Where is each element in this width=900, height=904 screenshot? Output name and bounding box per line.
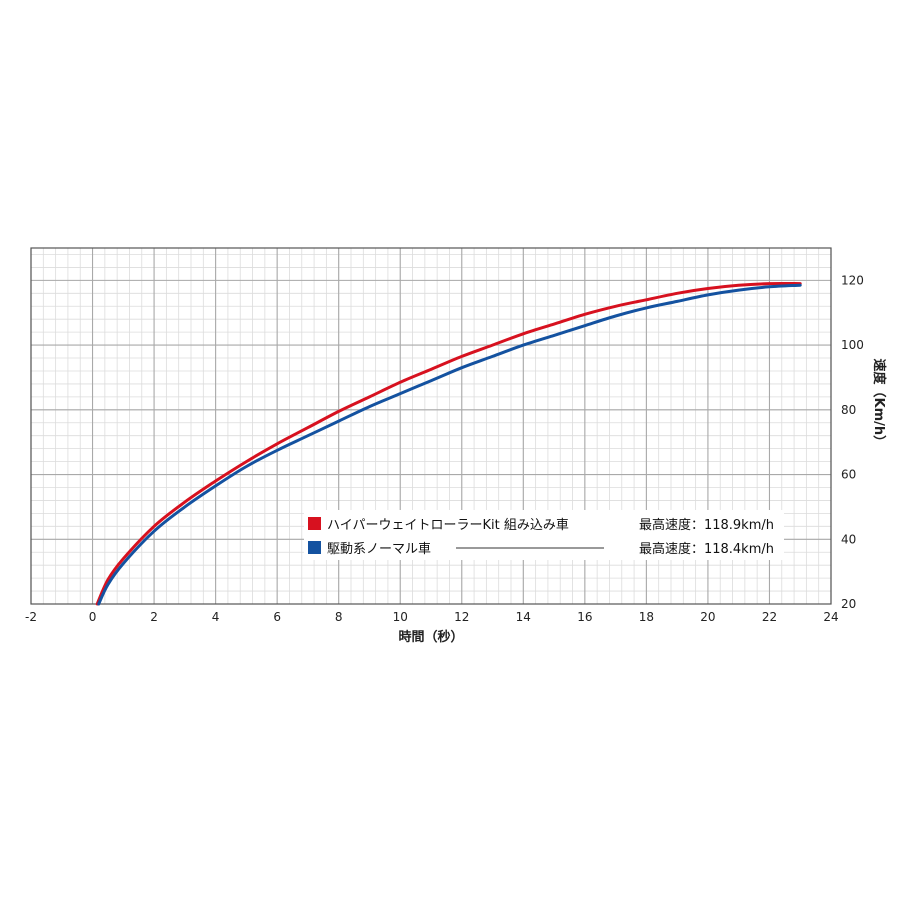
y-axis-title: 速度（Km/h） <box>871 359 887 449</box>
y-tick-label: 20 <box>841 597 856 611</box>
x-tick-label: 10 <box>393 610 408 624</box>
y-tick-labels: 20 40 60 80 100 120 <box>841 273 864 611</box>
legend: ハイパーウェイトローラーKit 組み込み車 最高速度：118.9km/h 駆動系… <box>304 510 784 560</box>
x-tick-label: 22 <box>762 610 777 624</box>
x-tick-label: 24 <box>823 610 838 624</box>
y-tick-label: 120 <box>841 273 864 287</box>
x-tick-label: 18 <box>639 610 654 624</box>
series-layer <box>95 281 802 606</box>
x-tick-label: -2 <box>25 610 37 624</box>
x-tick-label: 4 <box>212 610 220 624</box>
x-tick-labels: -2 0 2 4 6 8 10 12 14 16 18 20 22 24 <box>25 610 839 624</box>
legend-max-speed-blue: 最高速度：118.4km/h <box>639 541 774 557</box>
y-tick-label: 80 <box>841 403 856 417</box>
legend-swatch-red <box>308 517 321 530</box>
y-tick-label: 60 <box>841 468 856 482</box>
x-tick-label: 2 <box>150 610 158 624</box>
legend-label-blue: 駆動系ノーマル車 <box>327 542 431 557</box>
x-tick-label: 0 <box>89 610 97 624</box>
y-tick-label: 40 <box>841 532 856 546</box>
x-tick-label: 16 <box>577 610 592 624</box>
legend-swatch-blue <box>308 541 321 554</box>
legend-background <box>304 510 784 560</box>
legend-label-red: ハイパーウェイトローラーKit 組み込み車 <box>327 518 569 533</box>
x-tick-label: 20 <box>700 610 715 624</box>
x-tick-label: 6 <box>273 610 281 624</box>
plot-frame <box>30 247 832 605</box>
x-axis-title: 時間（秒） <box>398 629 463 645</box>
x-tick-label: 14 <box>516 610 531 624</box>
x-tick-label: 8 <box>335 610 343 624</box>
legend-max-speed-red: 最高速度：118.9km/h <box>639 517 774 533</box>
y-tick-label: 100 <box>841 338 864 352</box>
series-line-normal <box>97 283 802 606</box>
series-line-hyper-weight-roller <box>95 281 802 606</box>
x-tick-label: 12 <box>454 610 469 624</box>
